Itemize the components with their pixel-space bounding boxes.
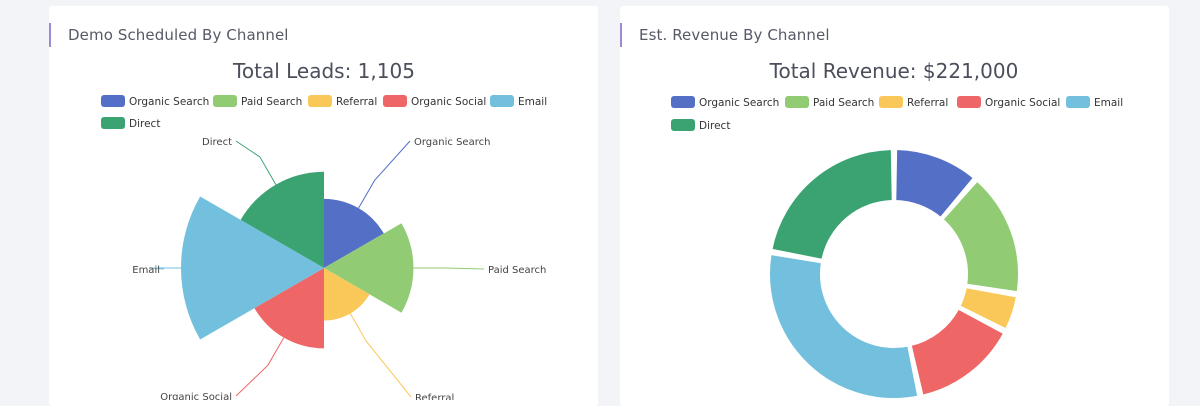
legend-label: Paid Search [813,97,874,109]
legend-label: Paid Search [241,96,302,108]
legend-item-referral[interactable]: Referral [879,96,948,109]
legend-label: Organic Search [129,96,209,108]
donut-segment-organic-social[interactable] [909,307,1006,397]
legend-label: Organic Social [985,97,1060,109]
label-leader-line [148,267,181,270]
rose-sector-referral[interactable] [324,268,370,321]
legend-swatch [383,95,407,107]
donut-segment-organic-search[interactable] [894,148,975,219]
sector-label-organic-social: Organic Social [160,392,232,400]
sector-label-referral: Referral [415,393,454,400]
legend-swatch [213,95,237,107]
legend-swatch [879,96,903,108]
legend-item-organic-search[interactable]: Organic Search [671,96,779,109]
legend-item-paid-search[interactable]: Paid Search [785,96,874,109]
legend-swatch [490,95,514,107]
chart-title: Total Leads: 1,105 [232,59,415,83]
legend-label: Organic Social [411,96,486,108]
label-leader-line [235,140,277,185]
legend-label: Email [1094,97,1123,109]
donut-segment-paid-search[interactable] [941,179,1020,294]
legend-label: Direct [699,120,730,132]
label-leader-line [413,267,485,270]
rose-chart: Total Leads: 1,105 Organic Search Paid Sea… [101,59,547,400]
legend-swatch [671,96,695,108]
donut-segment-referral[interactable] [958,286,1018,331]
est-revenue-card: Est. Revenue By Channel Total Revenue: $… [620,6,1169,406]
legend-label: Referral [907,97,948,109]
card-title: Est. Revenue By Channel [620,23,830,47]
chart-title: Total Revenue: $221,000 [769,59,1019,83]
legend-swatch [1066,96,1090,108]
rose-sector-organic-search[interactable] [324,198,384,268]
donut-chart: Total Revenue: $221,000 Organic Search Pai… [671,59,1123,400]
legend-swatch [308,95,332,107]
legend-item-email[interactable]: Email [1066,96,1123,109]
donut-segment-email[interactable] [768,253,920,400]
legend-label: Direct [129,118,160,130]
legend-label: Organic Search [699,97,779,109]
label-leader-line [349,313,412,398]
sector-label-email: Email [132,265,160,276]
legend-swatch [101,95,125,107]
legend-item-email[interactable]: Email [490,95,547,108]
sector-label-paid-search: Paid Search [488,265,546,276]
legend-item-organic-social[interactable]: Organic Social [383,95,486,108]
legend-item-direct[interactable]: Direct [101,117,160,130]
legend-item-referral[interactable]: Referral [308,95,377,108]
rose-sector-organic-social[interactable] [254,268,324,349]
legend-label: Referral [336,96,377,108]
label-leader-line [235,337,285,397]
donut-segment-direct[interactable] [770,148,894,261]
rose-sector-direct[interactable] [240,171,324,268]
legend-swatch [957,96,981,108]
legend-label: Email [518,96,547,108]
legend-swatch [785,96,809,108]
label-leader-line [358,140,411,209]
rose-sector-email[interactable] [181,196,324,340]
legend-item-direct[interactable]: Direct [671,119,730,132]
legend-swatch [671,119,695,131]
legend-swatch [101,117,125,129]
card-title: Demo Scheduled By Channel [49,23,289,47]
legend-item-organic-social[interactable]: Organic Social [957,96,1060,109]
sector-label-direct: Direct [202,137,232,148]
legend-item-paid-search[interactable]: Paid Search [213,95,302,108]
legend-item-organic-search[interactable]: Organic Search [101,95,209,108]
sector-label-organic-search: Organic Search [414,137,490,148]
demo-scheduled-card: Demo Scheduled By Channel Total Leads: 1… [49,6,598,406]
rose-sector-paid-search[interactable] [324,223,414,313]
